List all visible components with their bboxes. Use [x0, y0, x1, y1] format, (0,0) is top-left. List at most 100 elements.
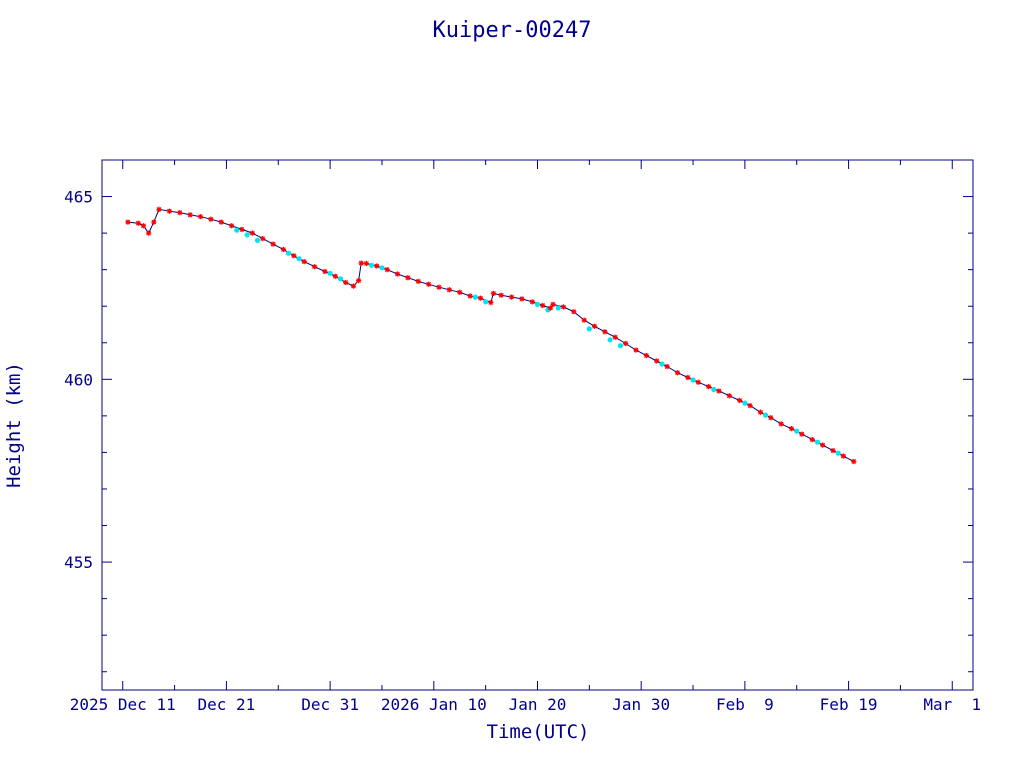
- data-point: [384, 267, 390, 273]
- data-point: [716, 388, 722, 394]
- cyan-data-point: [472, 294, 478, 300]
- data-point: [550, 301, 556, 307]
- data-point: [270, 241, 276, 247]
- data-point: [490, 290, 497, 297]
- cyan-data-point: [327, 270, 333, 276]
- data-point: [747, 403, 753, 409]
- cyan-data-point: [534, 301, 541, 307]
- data-point: [291, 253, 297, 259]
- x-tick-label: Feb 9: [716, 695, 774, 714]
- chart-title: Kuiper-00247: [433, 18, 592, 43]
- cyan-data-point: [244, 232, 250, 238]
- data-point: [229, 223, 235, 229]
- data-point: [311, 264, 318, 270]
- cyan-data-point: [586, 326, 592, 332]
- cyan-data-point: [379, 265, 385, 271]
- data-point: [664, 363, 670, 370]
- data-point: [654, 358, 660, 364]
- data-point: [350, 283, 357, 289]
- data-point: [799, 431, 805, 437]
- cyan-data-point: [617, 343, 624, 349]
- data-point: [778, 421, 784, 427]
- data-point: [426, 281, 432, 287]
- data-point: [280, 246, 287, 253]
- cyan-data-point: [835, 450, 841, 456]
- cyan-data-point: [607, 337, 613, 343]
- x-tick-label: 2025 Dec 11: [70, 695, 176, 714]
- data-point: [571, 309, 577, 315]
- cyan-data-point: [286, 250, 292, 256]
- cyan-data-point: [794, 428, 800, 434]
- data-point: [356, 278, 362, 284]
- data-point: [581, 317, 587, 323]
- data-point: [602, 329, 608, 335]
- data-point: [249, 230, 255, 236]
- cyan-data-point: [711, 386, 717, 393]
- data-point: [166, 208, 172, 214]
- data-point: [146, 230, 152, 236]
- data-point: [405, 275, 411, 281]
- data-point: [612, 334, 618, 340]
- x-tick-label: Feb 19: [820, 695, 878, 714]
- cyan-data-point: [555, 305, 561, 311]
- data-point: [151, 219, 157, 225]
- data-point: [446, 287, 452, 293]
- data-point: [830, 447, 836, 454]
- data-point: [156, 206, 162, 212]
- cyan-data-point: [814, 439, 821, 445]
- data-point: [643, 352, 649, 359]
- data-point: [187, 212, 193, 218]
- x-tick-label: Mar 1: [923, 695, 981, 714]
- data-point: [705, 384, 712, 390]
- data-point: [840, 453, 846, 459]
- data-point: [695, 379, 701, 385]
- data-point: [343, 279, 349, 286]
- data-point: [394, 271, 401, 277]
- data-point: [685, 374, 691, 381]
- y-tick-label: 455: [64, 553, 93, 572]
- data-point: [519, 296, 525, 302]
- cyan-data-point: [483, 299, 489, 305]
- data-point: [140, 223, 147, 229]
- data-point: [125, 219, 131, 225]
- y-axis: 455 460 465: [64, 159, 973, 673]
- data-point: [477, 295, 484, 301]
- x-axis-label: Time(UTC): [487, 721, 590, 743]
- data-point: [135, 220, 141, 226]
- height-trace-line: [127, 208, 855, 463]
- cyan-data-point: [234, 227, 240, 233]
- data-point: [177, 210, 183, 216]
- data-point: [508, 294, 515, 300]
- data-point: [457, 289, 463, 295]
- data-point: [218, 219, 224, 225]
- y-tick-label: 460: [64, 370, 93, 389]
- data-point: [788, 426, 795, 432]
- data-point: [540, 302, 546, 309]
- data-point: [623, 340, 629, 347]
- data-point: [820, 442, 826, 448]
- data-point: [547, 305, 554, 311]
- data-point: [529, 299, 535, 305]
- data-point: [358, 260, 364, 266]
- data-point: [591, 323, 598, 329]
- data-point: [363, 260, 370, 267]
- x-tick-label: 2026 Jan 10: [381, 695, 487, 714]
- data-point: [239, 226, 245, 233]
- data-point: [560, 304, 567, 310]
- data-point: [737, 397, 743, 404]
- data-point: [260, 235, 266, 242]
- data-point: [757, 409, 764, 415]
- cyan-data-point: [742, 400, 748, 406]
- data-point: [674, 370, 681, 376]
- data-point: [374, 263, 380, 269]
- plot-frame: [101, 159, 974, 691]
- data-point: [488, 299, 494, 306]
- cyan-data-point: [296, 256, 302, 262]
- cyan-data-point: [254, 237, 261, 243]
- data-point: [301, 259, 307, 265]
- data-point: [809, 437, 815, 443]
- cyan-data-point: [337, 276, 344, 282]
- data-point: [633, 347, 639, 353]
- data-point: [851, 458, 857, 465]
